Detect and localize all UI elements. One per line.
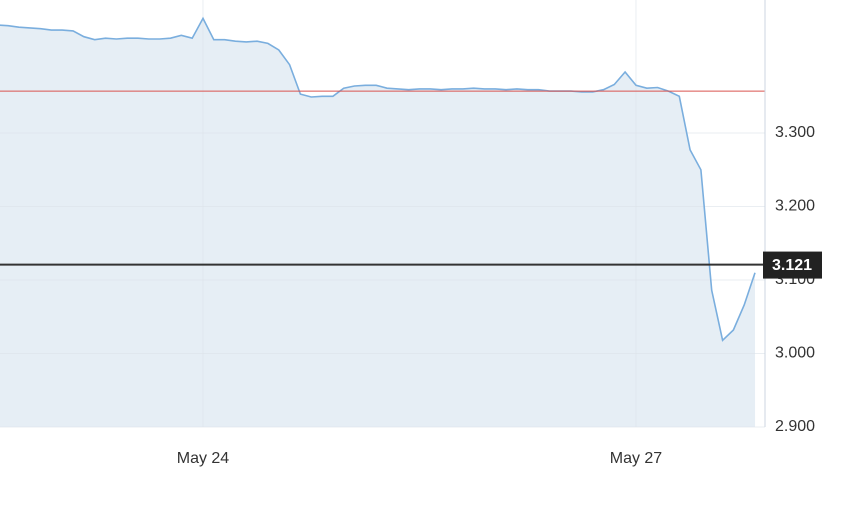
x-tick-label: May 27 (610, 450, 663, 467)
price-line (0, 16, 756, 342)
area-fill (0, 18, 756, 427)
last-value-label: 3.121 (772, 257, 812, 274)
y-tick-label: 3.200 (775, 198, 815, 215)
y-tick-label: 2.900 (775, 418, 815, 435)
last-value-box (763, 251, 822, 279)
y-tick-label: 3.000 (775, 345, 815, 362)
y-tick-label: 3.300 (775, 124, 815, 141)
x-tick-label: May 24 (177, 450, 230, 467)
